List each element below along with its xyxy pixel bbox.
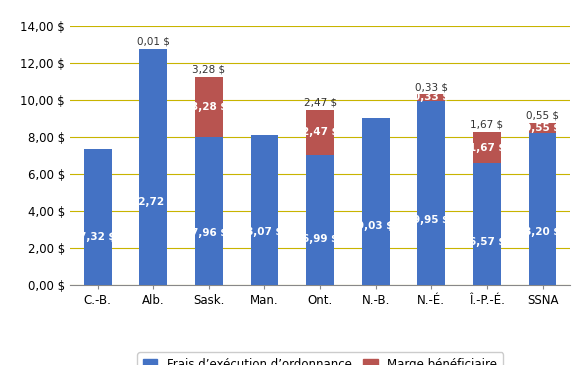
Bar	[306, 155, 334, 285]
Bar	[473, 132, 501, 163]
Text: 2,47 $: 2,47 $	[304, 97, 336, 107]
Bar	[306, 110, 334, 155]
Text: 3,28 $: 3,28 $	[190, 102, 227, 112]
Bar	[139, 49, 167, 285]
Bar	[84, 149, 112, 285]
Bar	[417, 100, 445, 285]
Text: 0,33 $: 0,33 $	[415, 82, 448, 92]
Text: 1,67 $: 1,67 $	[469, 143, 505, 153]
Text: 12,72 $: 12,72 $	[132, 197, 175, 207]
Bar	[195, 137, 223, 285]
Text: 8,07 $: 8,07 $	[246, 227, 283, 237]
Text: 2,47 $: 2,47 $	[301, 127, 339, 138]
Text: 6,57 $: 6,57 $	[469, 237, 505, 247]
Bar	[528, 123, 556, 133]
Text: 1,67 $: 1,67 $	[470, 120, 503, 130]
Bar	[251, 135, 278, 285]
Bar	[362, 118, 389, 285]
Text: 7,32 $: 7,32 $	[79, 232, 116, 242]
Text: 8,20 $: 8,20 $	[524, 227, 561, 237]
Text: 3,28 $: 3,28 $	[192, 64, 225, 74]
Bar	[473, 163, 501, 285]
Text: 0,55 $: 0,55 $	[524, 123, 561, 133]
Bar	[195, 77, 223, 137]
Text: 0,33 $: 0,33 $	[413, 92, 450, 103]
Text: 7,96 $: 7,96 $	[190, 228, 227, 238]
Bar	[528, 133, 556, 285]
Text: 9,95 $: 9,95 $	[413, 215, 449, 225]
Text: 0,01 $: 0,01 $	[137, 37, 170, 47]
Text: 0,55 $: 0,55 $	[526, 111, 559, 120]
Text: 9,03 $: 9,03 $	[357, 221, 394, 231]
Text: 6,99 $: 6,99 $	[302, 234, 338, 245]
Bar	[417, 95, 445, 100]
Legend: Frais d’exécution d’ordonnance, Marge bénéficiaire: Frais d’exécution d’ordonnance, Marge bé…	[137, 353, 503, 365]
